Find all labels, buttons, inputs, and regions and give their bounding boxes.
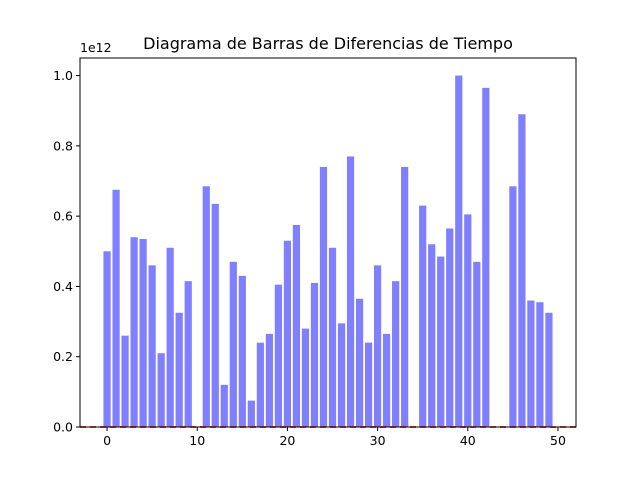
bar	[455, 75, 463, 427]
bar	[175, 312, 183, 427]
bar	[184, 281, 192, 427]
bar	[373, 265, 382, 427]
bar	[401, 166, 409, 427]
bar	[274, 284, 282, 427]
bar	[139, 238, 147, 427]
bar	[482, 87, 490, 428]
bar	[355, 298, 364, 427]
bar	[292, 224, 301, 427]
bar	[256, 342, 264, 427]
bar	[392, 281, 400, 427]
bar	[518, 114, 526, 427]
y-tick-label: 0.6	[53, 209, 73, 224]
bar	[148, 265, 156, 427]
bar	[545, 312, 553, 427]
bar	[130, 237, 138, 427]
bar	[364, 342, 373, 427]
bar	[301, 328, 310, 427]
bar	[121, 335, 129, 427]
bar	[428, 244, 436, 427]
bar	[238, 275, 246, 427]
y-tick-label: 0.2	[53, 349, 73, 364]
bar	[319, 166, 328, 427]
bar	[383, 333, 391, 427]
bars-group	[103, 75, 553, 428]
bar	[157, 353, 165, 427]
x-tick-label: 40	[460, 433, 476, 448]
bar	[247, 400, 255, 427]
bar	[446, 228, 454, 427]
x-tick-label: 0	[103, 433, 111, 448]
bar	[166, 247, 174, 427]
bar	[419, 205, 427, 427]
bar	[328, 247, 337, 427]
bar	[337, 323, 346, 427]
bar	[202, 186, 210, 427]
bar	[112, 189, 120, 427]
bar	[473, 261, 481, 427]
y-axis: 0.0 0.2 0.4 0.6 0.8 1.0	[53, 68, 80, 435]
bar	[310, 282, 319, 427]
bar	[527, 300, 535, 427]
y-tick-label: 0.4	[53, 279, 73, 294]
bar	[283, 240, 292, 427]
x-tick-label: 30	[370, 433, 386, 448]
bar	[437, 256, 445, 427]
bar	[464, 214, 472, 427]
plot-frame	[79, 57, 577, 428]
bar	[229, 261, 237, 427]
bar	[220, 384, 228, 427]
x-tick-label: 50	[550, 433, 566, 448]
bar	[509, 186, 517, 427]
y-scale-label: 1e12	[80, 40, 112, 55]
bar	[265, 333, 273, 427]
bar	[536, 302, 544, 427]
bar	[211, 203, 219, 427]
x-axis: 0 10 20 30 40 50	[103, 427, 566, 448]
bar	[346, 156, 355, 427]
y-tick-label: 0.0	[53, 420, 73, 435]
y-tick-label: 0.8	[53, 138, 73, 153]
y-tick-label: 1.0	[53, 68, 73, 83]
x-tick-label: 10	[189, 433, 205, 448]
x-tick-label: 20	[279, 433, 295, 448]
bar	[103, 251, 111, 427]
chart-title: Diagrama de Barras de Diferencias de Tie…	[143, 34, 513, 53]
